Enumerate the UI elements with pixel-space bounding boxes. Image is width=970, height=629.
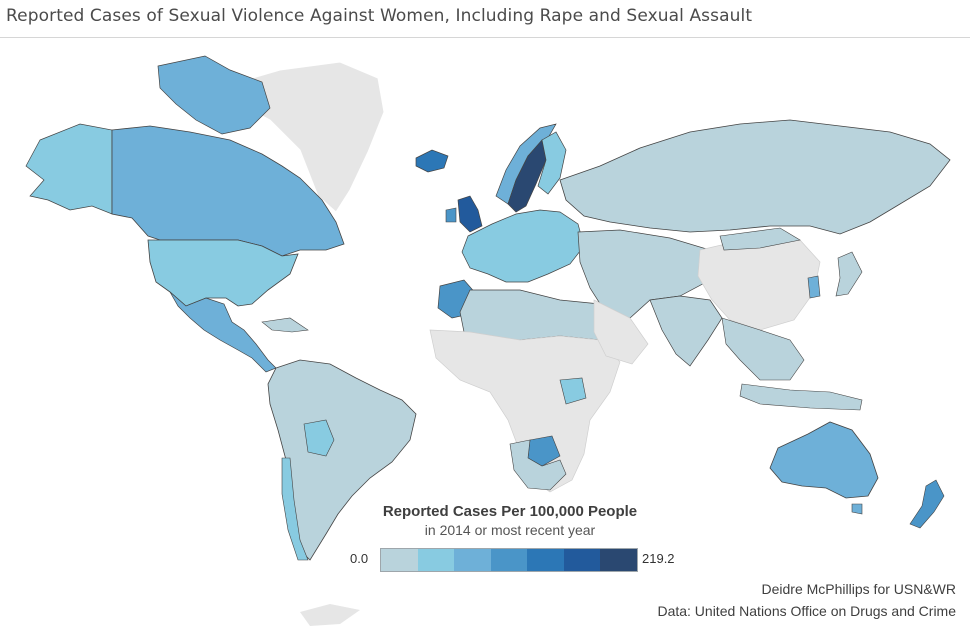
region-russia[interactable] bbox=[559, 119, 951, 235]
legend-subtitle: in 2014 or most recent year bbox=[424, 522, 596, 538]
author-credit: Deidre McPhillips for USN&WR bbox=[761, 581, 956, 597]
region-usa[interactable] bbox=[147, 239, 299, 307]
region-tasmania[interactable] bbox=[851, 503, 863, 515]
legend-swatch-6 bbox=[563, 549, 601, 571]
legend-swatch-3 bbox=[454, 549, 491, 571]
region-canada[interactable] bbox=[111, 125, 345, 257]
region-europe[interactable] bbox=[461, 209, 585, 283]
legend-swatch-2 bbox=[417, 549, 455, 571]
region-finland[interactable] bbox=[537, 131, 567, 195]
region-south-america[interactable] bbox=[267, 359, 417, 561]
region-australia[interactable] bbox=[769, 421, 879, 499]
legend-swatch-5 bbox=[527, 549, 564, 571]
color-legend: Reported Cases Per 100,000 People in 201… bbox=[330, 503, 690, 575]
region-japan[interactable] bbox=[835, 251, 863, 297]
region-arabian-peninsula[interactable] bbox=[593, 299, 649, 365]
region-mongolia[interactable] bbox=[719, 227, 801, 251]
world-choropleth-map[interactable] bbox=[0, 38, 970, 629]
region-southern-africa[interactable] bbox=[509, 439, 567, 491]
map-title: Reported Cases of Sexual Violence Agains… bbox=[6, 6, 753, 26]
region-chile[interactable] bbox=[281, 457, 309, 561]
region-india[interactable] bbox=[649, 295, 723, 367]
legend-title: Reported Cases Per 100,000 People bbox=[382, 503, 638, 520]
region-ireland[interactable] bbox=[445, 207, 457, 223]
region-caribbean[interactable] bbox=[261, 317, 309, 333]
region-alaska[interactable] bbox=[25, 123, 113, 215]
region-new-zealand[interactable] bbox=[909, 479, 945, 529]
legend-swatch-7 bbox=[600, 549, 638, 571]
region-indonesia[interactable] bbox=[739, 383, 863, 411]
region-sub-saharan-africa[interactable] bbox=[429, 329, 621, 493]
region-canada-arctic[interactable] bbox=[157, 55, 271, 135]
legend-max-label: 219.2 bbox=[642, 551, 675, 566]
legend-min-label: 0.0 bbox=[350, 551, 369, 566]
data-source: Data: United Nations Office on Drugs and… bbox=[657, 603, 956, 619]
title-divider bbox=[0, 37, 970, 38]
region-antarctica[interactable] bbox=[300, 604, 360, 626]
region-bolivia-paraguay[interactable] bbox=[303, 419, 335, 457]
region-iceland[interactable] bbox=[415, 149, 449, 173]
legend-swatch-4 bbox=[490, 549, 528, 571]
region-korea[interactable] bbox=[807, 275, 821, 299]
region-greenland[interactable] bbox=[231, 61, 385, 213]
region-east-africa[interactable] bbox=[559, 377, 587, 405]
legend-color-scale bbox=[380, 548, 638, 572]
region-uk[interactable] bbox=[457, 195, 483, 233]
region-southeast-asia[interactable] bbox=[721, 317, 805, 381]
legend-swatch-1 bbox=[381, 549, 418, 571]
